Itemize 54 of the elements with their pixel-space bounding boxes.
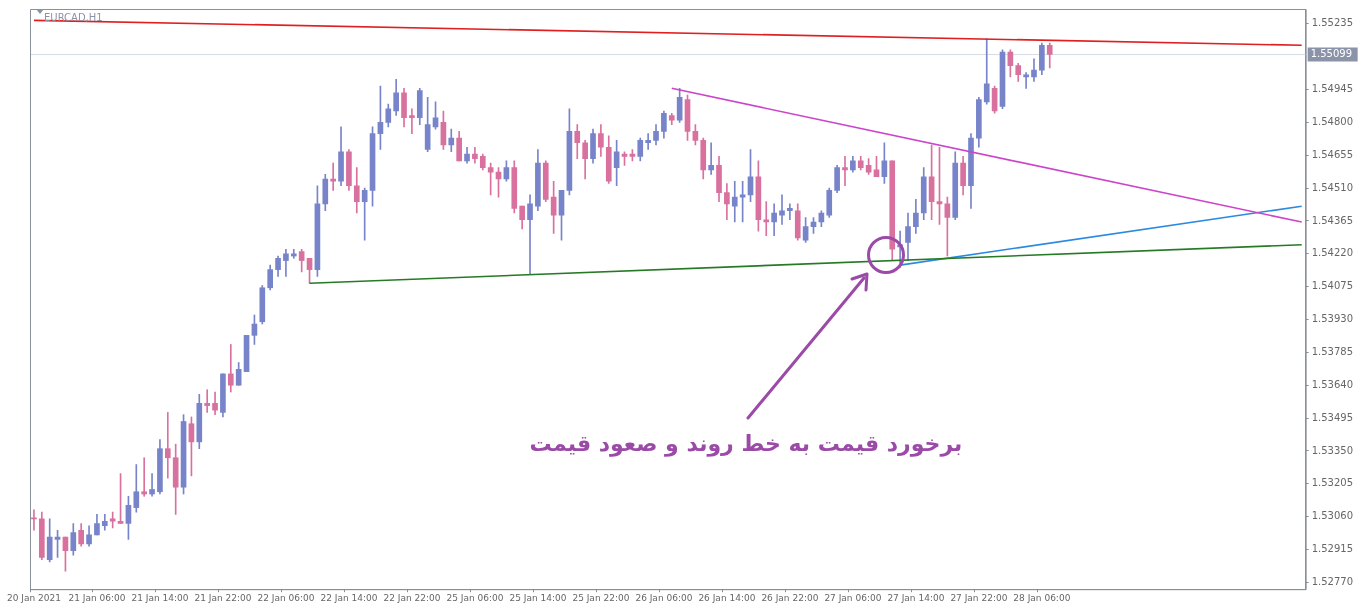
y-tick-label: 1.54075: [1311, 280, 1354, 292]
candlestick: [527, 194, 533, 275]
y-tick-label: 1.54800: [1311, 115, 1354, 127]
candlestick: [731, 180, 738, 223]
chart-title: EURCAD,H1: [44, 11, 103, 23]
x-tick-label: 25 Jan 14:00: [509, 592, 567, 603]
x-tick-label: 22 Jan 14:00: [320, 592, 378, 603]
y-tick-label: 1.54220: [1311, 247, 1354, 259]
x-tick-label: 27 Jan 14:00: [887, 592, 945, 603]
candlestick: [330, 162, 336, 191]
candlestick: [149, 473, 155, 497]
y-tick-label: 1.53495: [1311, 411, 1354, 423]
x-tick-label: 28 Jan 06:00: [1013, 592, 1071, 603]
candlestick: [787, 203, 793, 221]
x-tick-label: 25 Jan 22:00: [572, 592, 630, 603]
x-tick-label: 26 Jan 14:00: [698, 592, 756, 603]
x-tick-label: 21 Jan 14:00: [131, 592, 189, 603]
x-tick-label: 25 Jan 06:00: [446, 592, 504, 603]
candlestick: [763, 201, 770, 236]
candlestick: [842, 155, 848, 187]
candlestick: [1023, 72, 1029, 89]
x-tick-label: 21 Jan 22:00: [194, 592, 252, 603]
candlestick: [204, 389, 210, 413]
ref-line-label: 1.55099: [1310, 48, 1353, 60]
y-tick-label: 1.53205: [1311, 477, 1354, 489]
x-tick-label: 22 Jan 06:00: [257, 592, 315, 603]
y-tick-label: 1.52770: [1311, 575, 1354, 587]
candlestick: [227, 344, 234, 393]
x-tick-label: 21 Jan 06:00: [68, 592, 126, 603]
annotation: برخورد قیمت به خط روند و صعود قیمت: [529, 430, 963, 457]
x-tick-label: 26 Jan 22:00: [761, 592, 819, 603]
y-tick-label: 1.54365: [1311, 214, 1354, 226]
y-tick-label: 1.54655: [1311, 148, 1354, 160]
candlestick: [645, 133, 651, 150]
x-tick-label: 27 Jan 22:00: [950, 592, 1008, 603]
candlestick: [708, 142, 714, 175]
candlestick: [409, 108, 415, 134]
y-tick-label: 1.55235: [1311, 17, 1354, 29]
x-tick-label: 20 Jan 2021: [6, 592, 61, 603]
x-tick-label: 26 Jan 06:00: [635, 592, 693, 603]
y-tick-label: 1.53930: [1311, 313, 1354, 325]
y-tick-label: 1.53350: [1311, 444, 1354, 456]
x-tick-label: 22 Jan 22:00: [383, 592, 441, 603]
y-tick-label: 1.54510: [1311, 181, 1354, 193]
x-tick-label: 27 Jan 06:00: [824, 592, 882, 603]
candlestick: [109, 511, 116, 529]
y-tick-label: 1.53785: [1311, 345, 1354, 357]
candlestick: [141, 457, 148, 497]
candlestick: [164, 412, 171, 479]
y-tick-label: 1.53060: [1311, 510, 1354, 522]
candlestick: [779, 194, 785, 225]
y-tick-label: 1.53640: [1311, 378, 1354, 390]
y-tick-label: 1.54945: [1311, 83, 1354, 95]
y-tick-label: 1.52915: [1311, 543, 1354, 555]
